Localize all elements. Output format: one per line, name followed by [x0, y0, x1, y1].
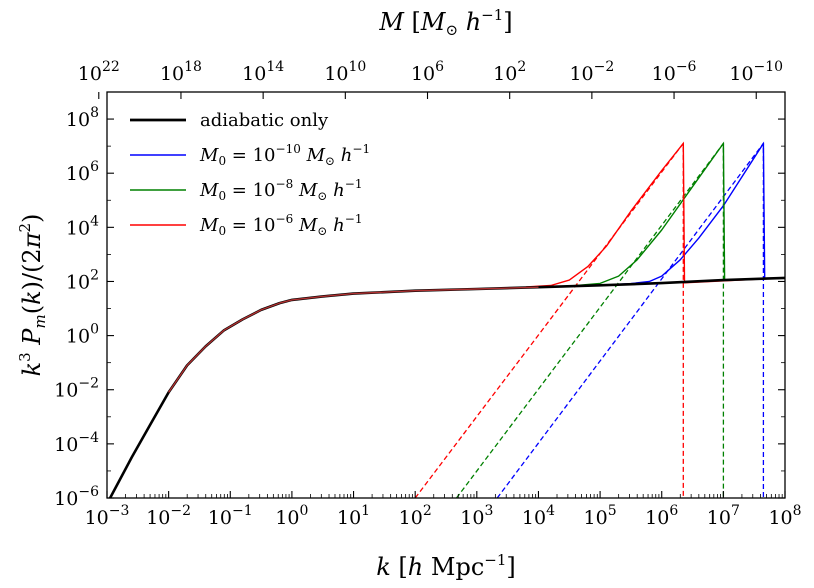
x-tick-label: 10−3 [85, 503, 130, 529]
top-tick-label: 1010 [324, 59, 366, 85]
series-dashed-m0-10-6 [414, 141, 684, 498]
y-axis-title: k3 Pm(k)/(2π2) [16, 214, 49, 377]
top-tick-label: 106 [411, 59, 444, 85]
y-tick-label: 102 [66, 267, 99, 293]
y-tick-label: 104 [66, 213, 99, 239]
svg-text:k [h Mpc−1]: k [h Mpc−1] [376, 551, 516, 581]
svg-text:k3 Pm(k)/(2π2): k3 Pm(k)/(2π2) [16, 214, 49, 377]
top-tick-label: 1014 [242, 59, 284, 85]
y-tick-label: 100 [66, 322, 99, 348]
x-tick-label: 103 [460, 503, 493, 529]
top-tick-label: 10−6 [652, 59, 697, 85]
x-tick-label: 104 [522, 503, 555, 529]
series-overlay [168, 286, 539, 393]
x-tick-label: 105 [584, 503, 617, 529]
top-tick-label: 1022 [78, 59, 120, 85]
y-tick-label: 10−2 [54, 376, 99, 402]
legend-label-adiabatic: adiabatic only [200, 110, 329, 131]
y-tick-label: 10−6 [54, 484, 99, 510]
ticks-layer [98, 91, 786, 499]
x-tick-label: 101 [337, 503, 370, 529]
y-tick-label: 108 [66, 105, 99, 131]
legend-label-m6: M0 = 10−6 M⊙ h−1 [199, 212, 362, 238]
top-tick-label: 1018 [160, 59, 202, 85]
top-tick-label: 10−2 [569, 59, 614, 85]
legend-label-m8: M0 = 10−8 M⊙ h−1 [199, 177, 362, 203]
x-tick-label: 100 [275, 503, 308, 529]
x-tick-label: 106 [645, 503, 678, 529]
plot-content [108, 141, 785, 498]
x-tick-label: 108 [768, 503, 801, 529]
y-tick-label: 106 [66, 159, 99, 185]
series-layer [108, 141, 785, 498]
legend-label-m10: M0 = 10−10 M⊙ h−1 [199, 142, 370, 168]
plot-frame [106, 91, 786, 499]
top-axis-title: M [M⊙ h−1] [378, 6, 512, 39]
series-total-m0-10-6 [526, 142, 785, 288]
x-tick-label: 10−1 [208, 503, 253, 529]
x-tick-label: 10−2 [146, 503, 191, 529]
labels-layer: 10−3 10−2 10−1 100 101 102 103 104 105 106 107 108 1… [54, 59, 801, 529]
y-tick-label: 10−4 [54, 430, 99, 456]
top-tick-label: 10−10 [729, 59, 783, 85]
x-tick-label: 107 [707, 503, 740, 529]
svg-text:M [M⊙ h−1]: M [M⊙ h−1] [378, 6, 512, 39]
x-tick-label: 102 [399, 503, 432, 529]
x-axis-title: k [h Mpc−1] [376, 551, 516, 581]
top-tick-label: 102 [493, 59, 526, 85]
legend: adiabatic only M0 = 10−10 M⊙ h−1 M0 = 10−8… [130, 110, 370, 238]
